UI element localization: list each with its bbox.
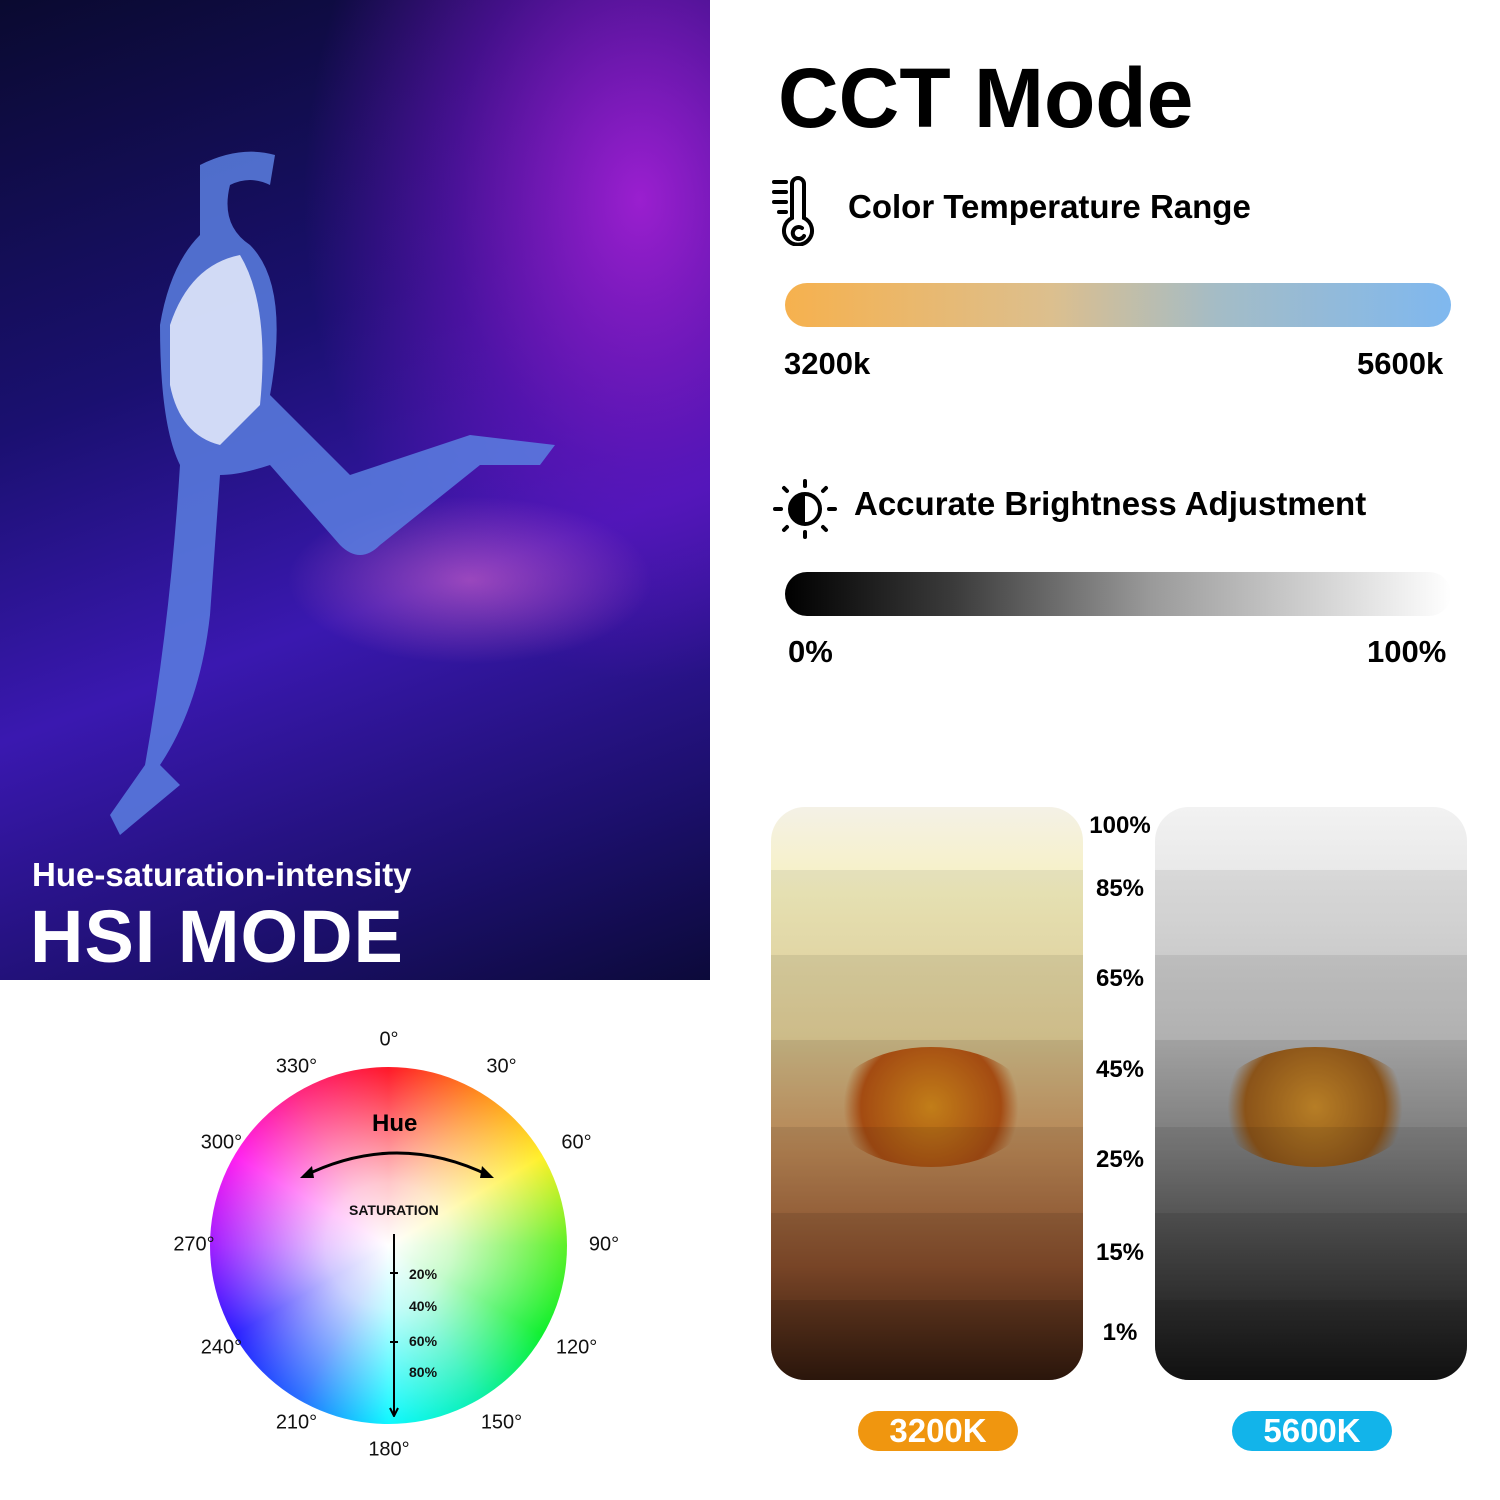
brightness-level-4: 25%: [1095, 1146, 1145, 1173]
saturation-tick: 20%: [409, 1266, 438, 1282]
degree-label: 210°: [275, 1411, 318, 1434]
brightness-max: 100%: [1367, 634, 1447, 669]
thermometer-icon: [772, 176, 814, 246]
brightness-band: [771, 1300, 1083, 1380]
saturation-tick: 80%: [409, 1364, 438, 1380]
degree-label: 180°: [368, 1438, 410, 1461]
degree-label: 240°: [200, 1336, 243, 1358]
degree-label: 30°: [486, 1055, 517, 1078]
brightness-level-2: 65%: [1095, 965, 1145, 992]
brightness-band: [1155, 1213, 1467, 1300]
brightness-band: [1155, 1040, 1467, 1127]
degree-label: 120°: [555, 1336, 598, 1358]
hsi-title: HSI MODE: [30, 895, 404, 978]
brightness-label: Accurate Brightness Adjustment: [854, 485, 1367, 522]
hue-label: Hue: [372, 1110, 418, 1137]
brightness-band: [1155, 955, 1467, 1040]
cct-title: CCT Mode: [778, 51, 1194, 145]
hsi-subtitle: Hue-saturation-intensity: [32, 856, 412, 893]
dancer-silhouette: [110, 151, 555, 835]
degree-label: 300°: [200, 1131, 243, 1153]
brightness-level-5: 15%: [1095, 1239, 1145, 1266]
degree-label: 270°: [173, 1233, 215, 1256]
hue-arrow-icon: [300, 1151, 494, 1178]
brightness-band: [1155, 807, 1467, 870]
degree-label: 60°: [561, 1131, 592, 1153]
brightness-band: [771, 1213, 1083, 1300]
saturation-label: SATURATION: [349, 1202, 439, 1218]
brightness-contrast-icon: [773, 479, 837, 539]
brightness-band: [771, 1127, 1083, 1213]
saturation-tick: 40%: [409, 1298, 438, 1314]
degree-label: 150°: [480, 1411, 523, 1434]
color-temperature-label: Color Temperature Range: [848, 188, 1251, 225]
tulip-bouquet: [831, 1047, 1031, 1167]
brightness-band: [771, 870, 1083, 955]
brightness-level-3: 45%: [1095, 1056, 1145, 1083]
brightness-band: [1155, 1127, 1467, 1213]
brightness-band: [1155, 870, 1467, 955]
brightness-level-1: 85%: [1095, 875, 1145, 902]
brightness-bar: [785, 572, 1451, 616]
degree-label: 330°: [275, 1055, 318, 1078]
saturation-arrow-icon: [389, 1234, 399, 1417]
brightness-band: [1155, 1300, 1467, 1380]
brightness-level-0: 100%: [1089, 812, 1151, 839]
brightness-band: [771, 807, 1083, 870]
color-temperature-bar: [785, 283, 1451, 327]
saturation-tick: 60%: [409, 1333, 438, 1349]
color-temp-max: 5600k: [1357, 346, 1444, 381]
degree-label: 0°: [379, 1028, 399, 1051]
tulip-bouquet: [1215, 1047, 1415, 1167]
hue-color-wheel: [210, 1067, 567, 1424]
warm-3200k-badge: 3200K: [858, 1411, 1018, 1451]
cool-5600k-badge: 5600K: [1232, 1411, 1392, 1451]
cool-light-photo-panel: [1155, 807, 1467, 1380]
brightness-band: [771, 1040, 1083, 1127]
warm-light-photo-panel: [771, 807, 1083, 1380]
brightness-band: [771, 955, 1083, 1040]
color-temp-min: 3200k: [784, 346, 871, 381]
brightness-level-6: 1%: [1102, 1319, 1138, 1346]
degree-label: 90°: [588, 1233, 620, 1256]
brightness-min: 0%: [788, 634, 833, 669]
hsi-mode-photo: Hue-saturation-intensity HSI MODE: [0, 0, 710, 980]
